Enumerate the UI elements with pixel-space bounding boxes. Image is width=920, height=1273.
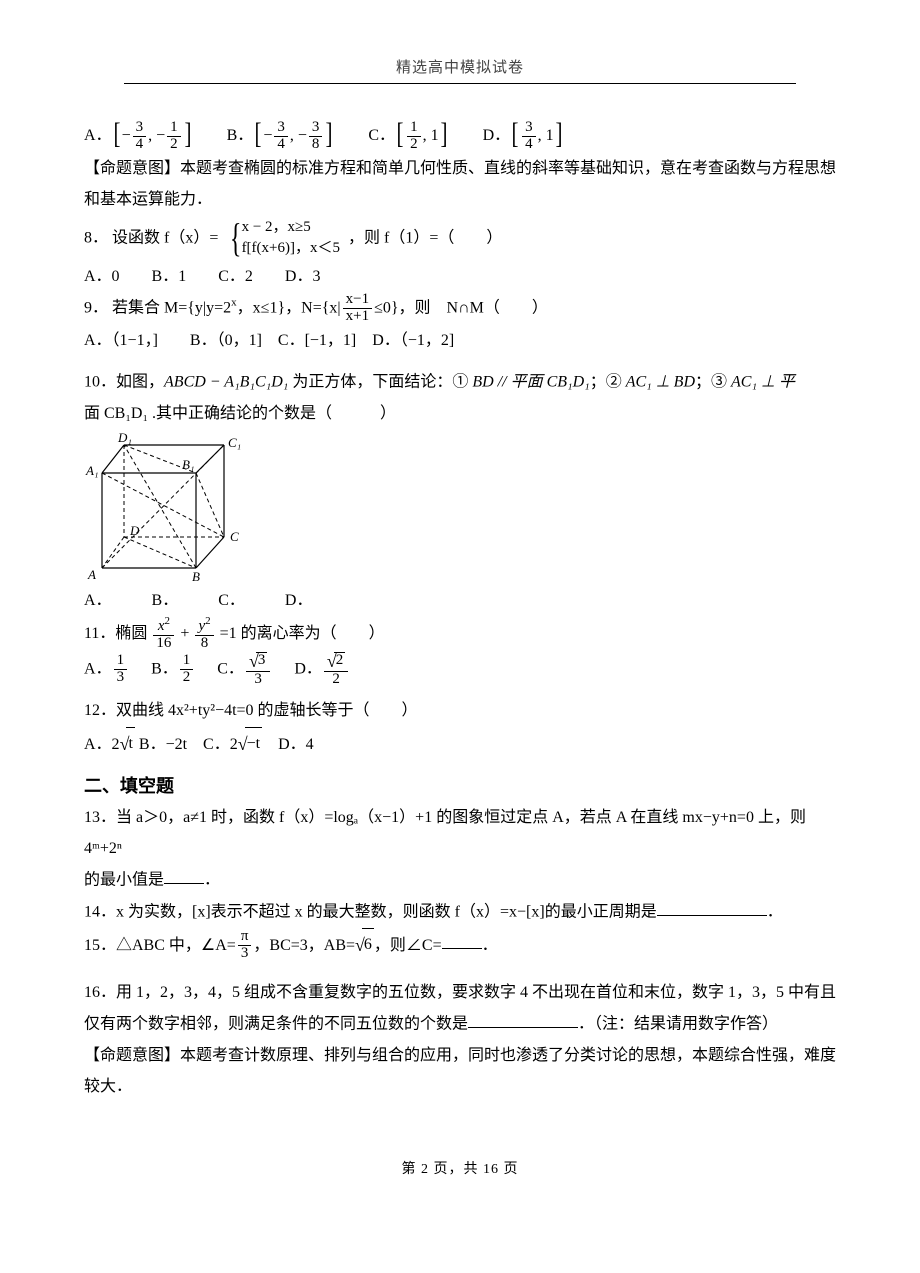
label-C1: C₁ [228,435,241,450]
q10-options: A． B． C． D． [84,585,836,616]
label-C: C [230,529,239,544]
label-B1: B₁ [182,457,194,472]
q8-stem: 8． 设函数 f（x）= { x − 2，x≥5 f[f(x+6)]，x＜5 ，… [84,215,836,261]
q14: 14．x 为实数，[x]表示不超过 x 的最大整数，则函数 f（x）=x−[x]… [84,896,836,928]
q8-options: A．0 B．1 C．2 D．3 [84,261,836,292]
q15: 15．△ABC 中，∠A=π3，BC=3，AB=√6，则∠C=． [84,928,836,963]
q11-options: A．13 B．12 C．√33 D．√22 [84,652,836,688]
q7-options: A．[−34, −12] B．[−34, −38] C．[12, 1] D．[3… [84,120,836,153]
q13-l2: 的最小值是． [84,864,836,896]
q9-stem: 9． 若集合 M={y|y=2x，x≤1}，N={x|x−1x+1≤0}，则 N… [84,292,836,325]
q16-note: 【命题意图】本题考查计数原理、排列与组合的应用，同时也渗透了分类讨论的思想，本题… [84,1040,836,1102]
q12-options: A．2√t B．−2t C．2√−t D．4 [84,727,836,762]
page-header: 精选高中模拟试卷 [124,56,796,84]
q12-stem: 12．双曲线 4x²+ty²−4t=0 的虚轴长等于（ ） [84,695,836,726]
blank-q13 [164,869,204,884]
q10-stem-l2: 面 CB₁D₁ .其中正确结论的个数是（ ） [84,398,836,429]
q16-l2: 仅有两个数字相邻，则满足条件的不同五位数的个数是．（注：结果请用数字作答） [84,1008,836,1040]
blank-q14 [657,901,767,916]
q16-l1: 16．用 1，2，3，4，5 组成不含重复数字的五位数，要求数字 4 不出现在首… [84,977,836,1008]
q9-options: A．（1−1，] B．（0，1] C．[−1，1] D．（−1，2] [84,325,836,356]
q10-stem-l1: 10．如图，ABCD − A₁B₁C₁D₁ 为正方体，下面结论：① BD // … [84,366,836,398]
q7-note: 【命题意图】本题考查椭圆的标准方程和简单几何性质、直线的斜率等基础知识，意在考查… [84,153,836,215]
page-footer: 第 2 页，共 16 页 [84,1158,836,1178]
page: 精选高中模拟试卷 A．[−34, −12] B．[−34, −38] C．[12… [0,0,920,1218]
label-A: A [87,567,96,582]
blank-q16 [468,1013,578,1028]
label-B: B [192,569,200,583]
label-D: D [129,523,140,538]
q13-l1: 13．当 a＞0，a≠1 时，函数 f（x）=logₐ（x−1）+1 的图象恒过… [84,802,836,864]
label-A1: A₁ [85,463,98,478]
section-2-heading: 二、填空题 [84,772,836,798]
blank-q15 [442,934,482,949]
q11-stem: 11．椭圆 x216 + y28 =1 的离心率为（ ） [84,616,836,652]
cube-figure: D₁ C₁ A₁ B₁ D C A B [84,433,254,583]
label-D1: D₁ [117,433,132,445]
